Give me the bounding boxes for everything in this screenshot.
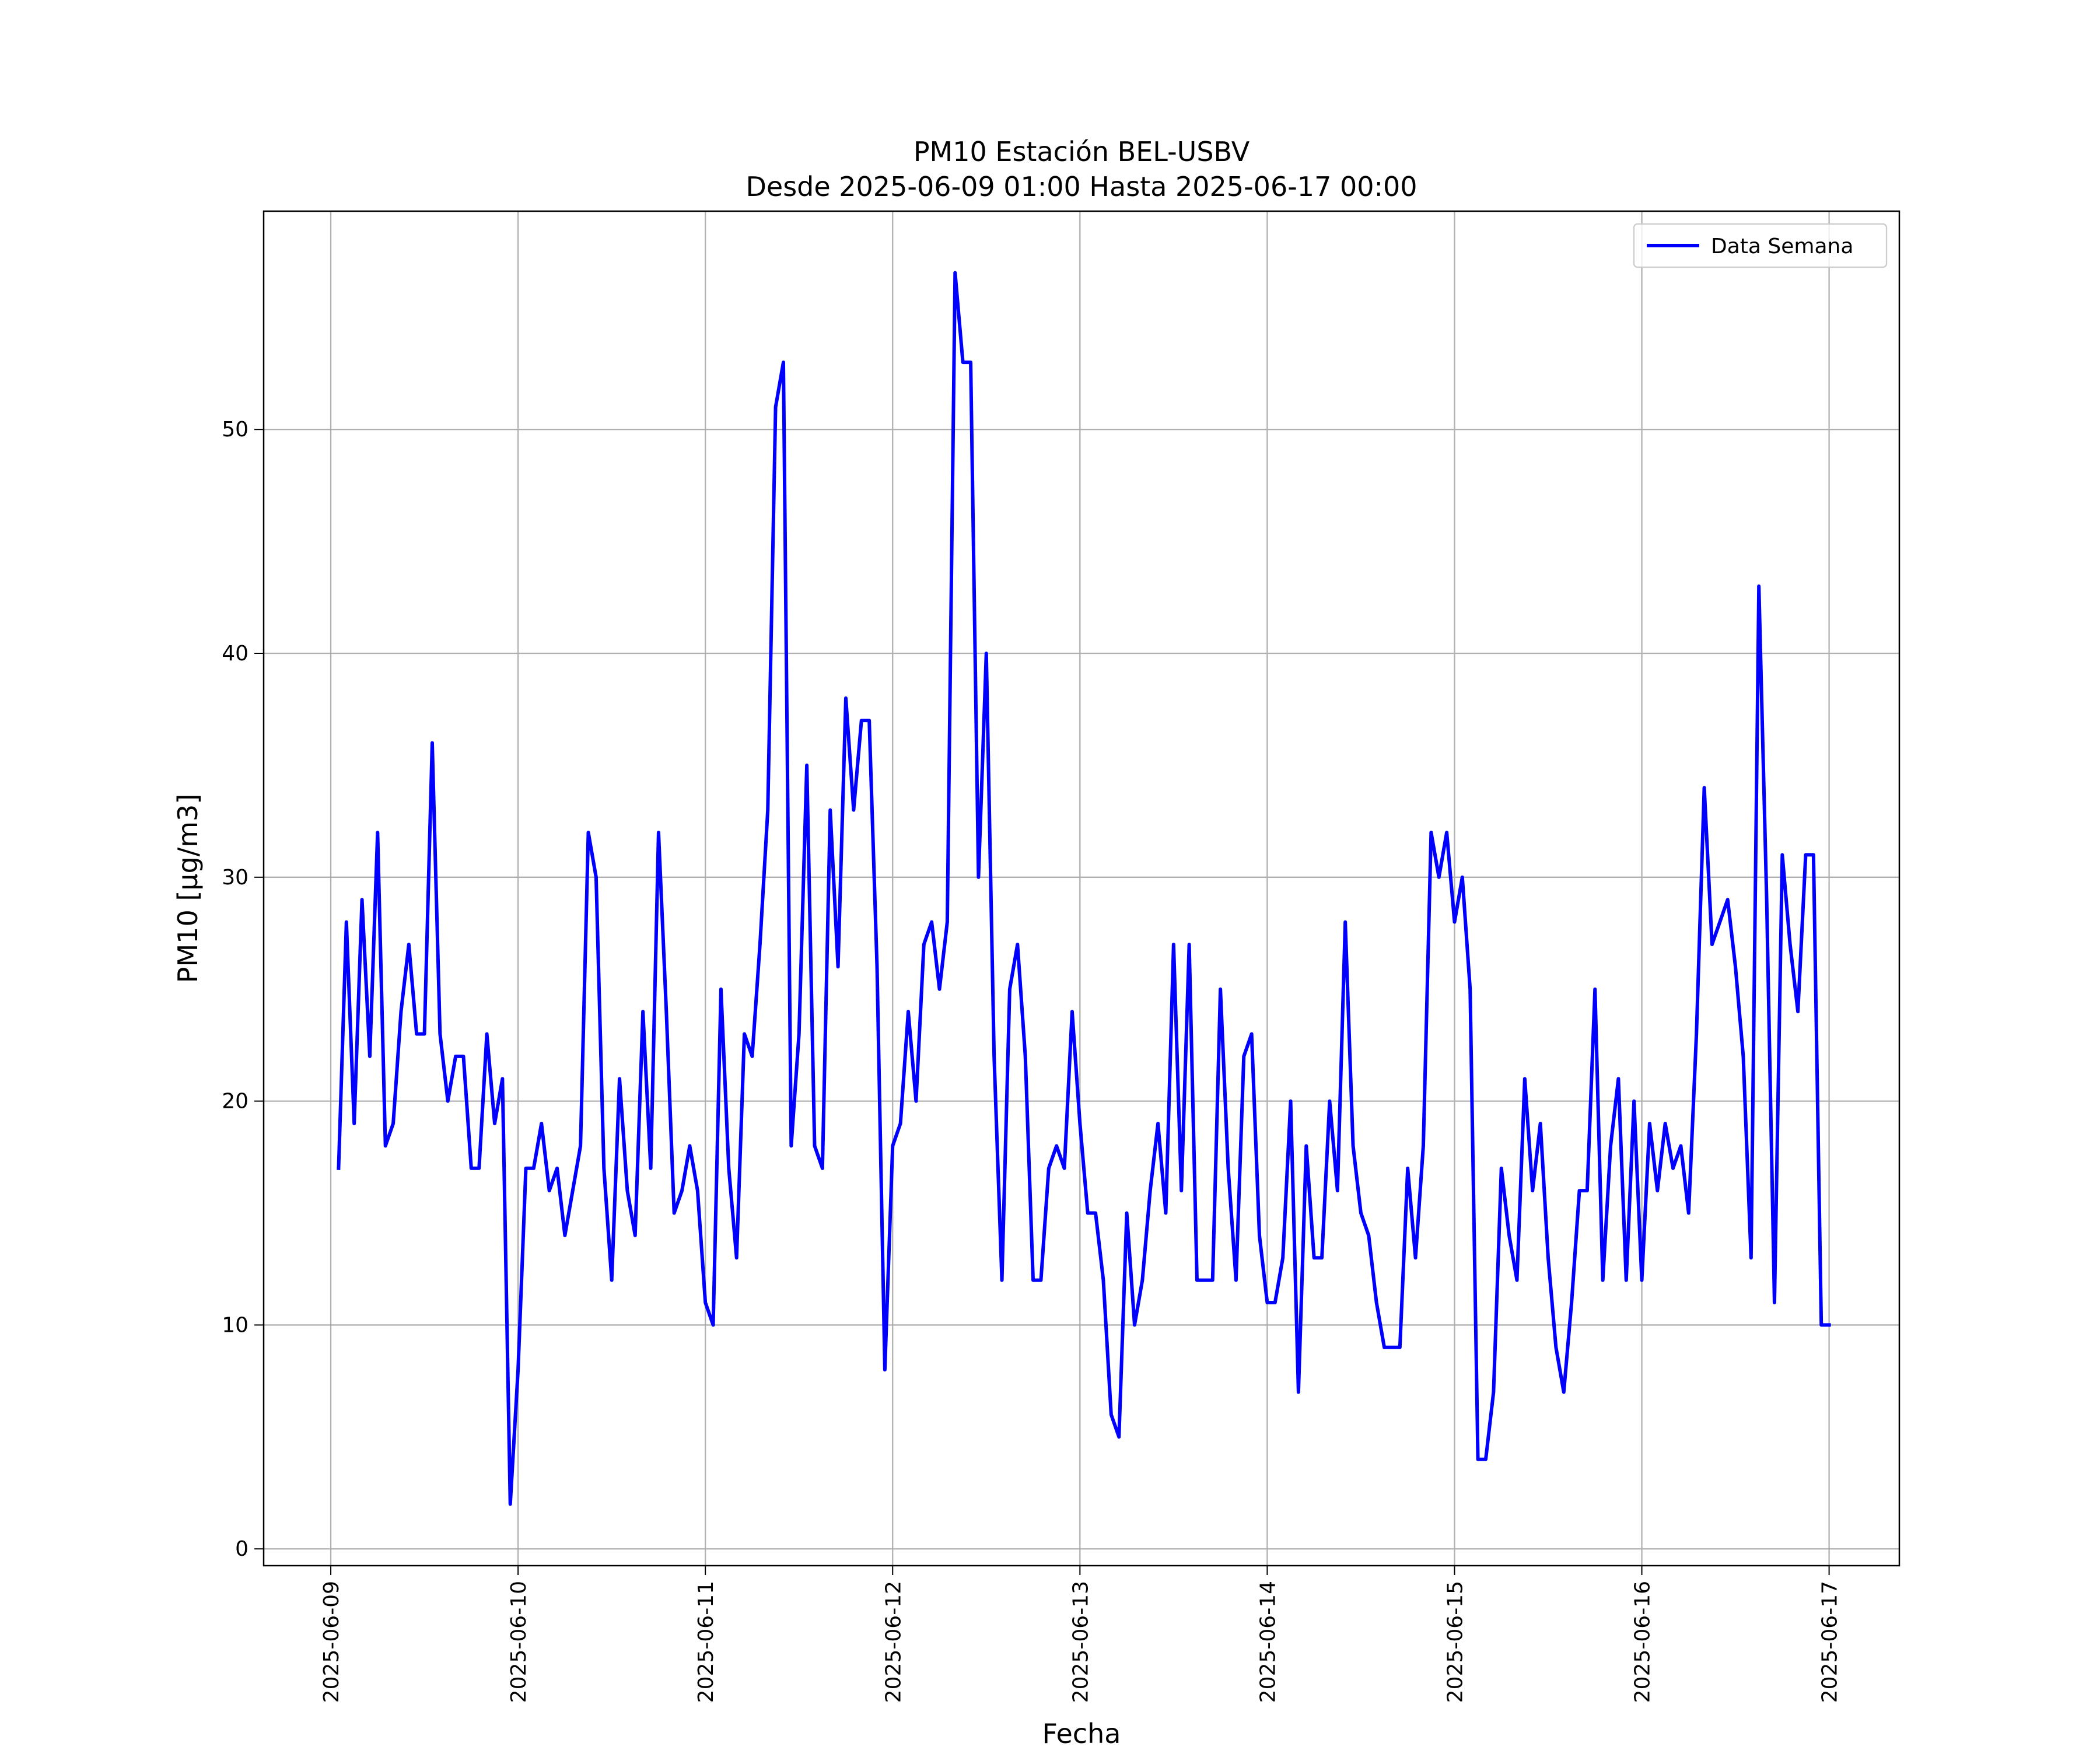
data-line: [337, 271, 1831, 1506]
y-tick-label: 20: [222, 1090, 249, 1114]
x-tick-label: 2025-06-12: [881, 1581, 905, 1703]
chart-title: PM10 Estación BEL-USBV: [914, 136, 1250, 167]
x-tick-label: 2025-06-09: [320, 1581, 344, 1703]
chart-subtitle: Desde 2025-06-09 01:00 Hasta 2025-06-17 …: [746, 171, 1417, 202]
x-tick-label: 2025-06-13: [1069, 1581, 1093, 1703]
x-tick-label: 2025-06-14: [1256, 1581, 1280, 1703]
legend-label: Data Semana: [1711, 235, 1853, 258]
y-axis-label: PM10 [μg/m3]: [172, 794, 204, 984]
x-tick-label: 2025-06-10: [507, 1581, 531, 1703]
y-tick-label: 40: [222, 642, 249, 666]
x-tick-label: 2025-06-17: [1818, 1581, 1842, 1703]
x-tick-label: 2025-06-15: [1443, 1581, 1467, 1703]
y-tick-label: 30: [222, 866, 249, 890]
y-tick-label: 50: [222, 418, 249, 442]
x-tick-label: 2025-06-11: [694, 1581, 718, 1703]
y-tick-label: 0: [235, 1537, 249, 1561]
y-tick-label: 10: [222, 1313, 249, 1337]
plot-frame: [262, 210, 1901, 1567]
legend-box: [1633, 223, 1888, 268]
x-axis-label: Fecha: [1042, 1718, 1121, 1749]
legend: Data Semana: [1633, 223, 1888, 268]
x-tick-label: 2025-06-16: [1631, 1581, 1655, 1703]
